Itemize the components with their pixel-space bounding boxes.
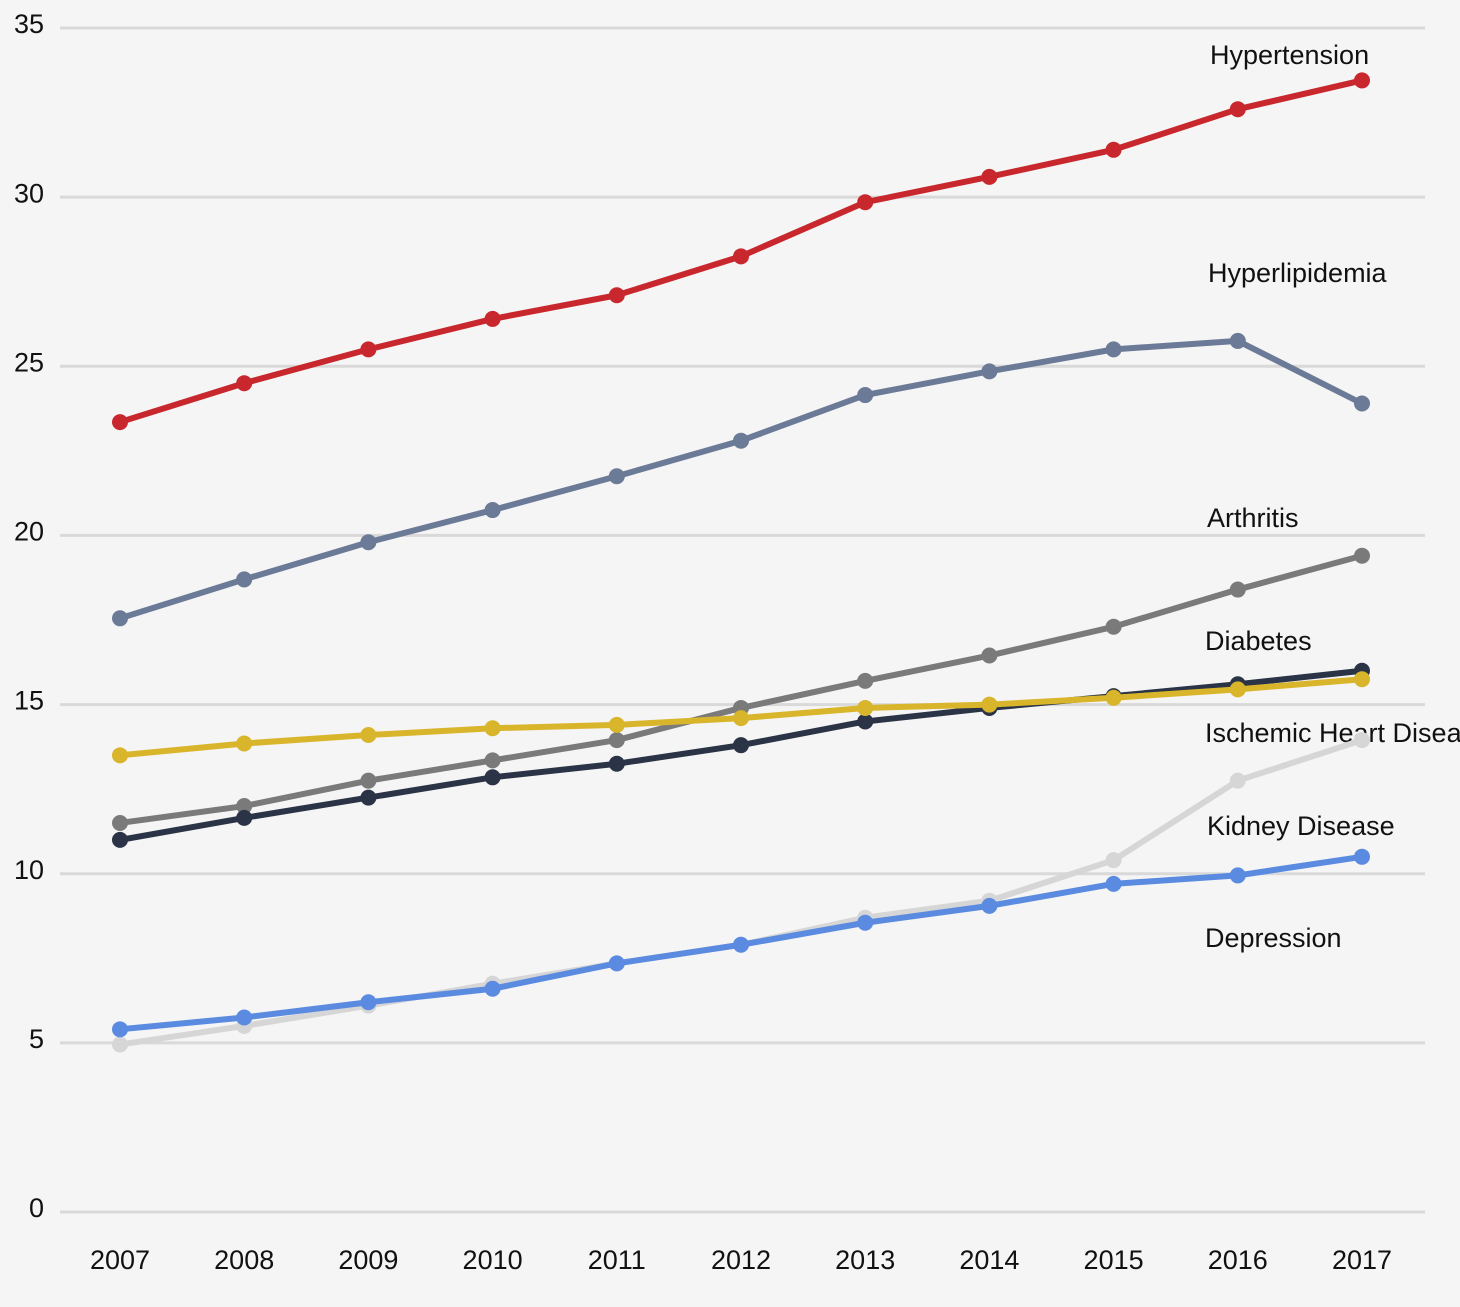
data-point — [608, 955, 625, 972]
data-point — [1229, 581, 1246, 598]
series-line — [119, 337, 1364, 622]
data-point — [981, 897, 998, 914]
data-point — [360, 789, 377, 806]
y-tick-label: 5 — [29, 1024, 44, 1054]
data-point — [1354, 395, 1370, 412]
data-point — [112, 814, 128, 831]
data-point — [733, 737, 749, 754]
data-point — [112, 831, 128, 848]
x-tick-label: 2007 — [90, 1245, 150, 1275]
data-point — [857, 699, 874, 716]
data-point — [733, 936, 749, 953]
data-point — [608, 732, 625, 749]
data-point — [1354, 547, 1370, 564]
x-tick-label: 2013 — [835, 1245, 895, 1275]
x-tick-label: 2008 — [214, 1245, 274, 1275]
data-point — [112, 414, 128, 431]
series-label: Ischemic Heart Disease — [1205, 718, 1460, 748]
data-point — [608, 287, 625, 304]
y-tick-label: 15 — [14, 686, 44, 716]
data-point — [236, 809, 253, 826]
data-point — [112, 610, 128, 627]
x-tick-label: 2014 — [959, 1245, 1019, 1275]
y-tick-label: 10 — [14, 855, 44, 885]
data-point — [1105, 689, 1122, 706]
data-point — [608, 468, 625, 485]
data-point — [484, 752, 501, 769]
data-point — [733, 432, 749, 449]
data-point — [857, 672, 874, 689]
data-point — [1354, 848, 1370, 865]
x-tick-label: 2009 — [338, 1245, 398, 1275]
data-point — [733, 248, 749, 265]
data-point — [360, 341, 377, 358]
series-line — [119, 737, 1363, 1048]
data-point — [236, 735, 253, 752]
x-tick-label: 2017 — [1332, 1245, 1392, 1275]
x-tick-label: 2011 — [588, 1245, 646, 1275]
y-tick-label: 30 — [14, 178, 44, 208]
data-point — [360, 772, 377, 789]
data-point — [981, 168, 998, 185]
data-point — [484, 769, 501, 786]
data-point — [236, 375, 253, 392]
series-label: Diabetes — [1205, 626, 1312, 656]
data-point — [857, 914, 874, 931]
x-tick-label: 2012 — [711, 1245, 771, 1275]
data-point — [484, 720, 501, 737]
data-point — [360, 994, 377, 1011]
data-point — [981, 363, 998, 380]
data-point — [1354, 72, 1370, 89]
data-point — [1229, 772, 1246, 789]
data-point — [360, 727, 377, 744]
data-point — [1229, 101, 1246, 118]
data-point — [608, 755, 625, 772]
data-point — [112, 1021, 128, 1038]
data-point — [1105, 341, 1122, 358]
series-label: Hyperlipidemia — [1208, 258, 1388, 288]
data-point — [236, 1009, 253, 1026]
x-tick-label: 2010 — [463, 1245, 523, 1275]
data-point — [857, 387, 874, 404]
data-point — [1229, 332, 1246, 349]
x-tick-label: 2016 — [1208, 1245, 1268, 1275]
data-point — [1354, 671, 1370, 688]
series-label: Arthritis — [1207, 503, 1299, 533]
series-label: Kidney Disease — [1207, 811, 1395, 841]
data-point — [484, 980, 501, 997]
data-point — [484, 310, 501, 327]
data-point — [981, 696, 998, 713]
series-label: Hypertension — [1210, 40, 1369, 70]
y-tick-label: 20 — [14, 517, 44, 547]
data-point — [608, 716, 625, 733]
data-point — [1229, 867, 1246, 884]
data-point — [1229, 681, 1246, 698]
data-point — [857, 713, 874, 730]
data-point — [1105, 141, 1122, 158]
series-label: Depression — [1205, 923, 1342, 953]
data-point — [1105, 875, 1122, 892]
data-point — [484, 502, 501, 519]
data-point — [981, 647, 998, 664]
y-tick-label: 35 — [14, 9, 44, 39]
data-point — [112, 747, 128, 764]
data-point — [236, 571, 253, 588]
data-point — [112, 1036, 128, 1053]
y-tick-label: 0 — [29, 1193, 44, 1223]
data-point — [857, 194, 874, 211]
data-point — [1354, 732, 1370, 749]
x-tick-label: 2015 — [1084, 1245, 1144, 1275]
data-point — [733, 710, 749, 727]
data-point — [1105, 618, 1122, 635]
data-point — [236, 798, 253, 815]
y-tick-label: 25 — [14, 347, 44, 377]
data-point — [360, 534, 377, 551]
data-point — [1105, 852, 1122, 869]
